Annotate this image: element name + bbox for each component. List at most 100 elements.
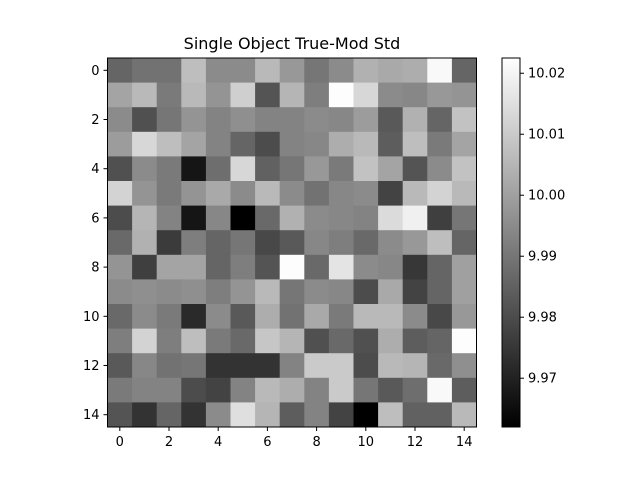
heatmap-cell [255, 156, 281, 182]
heatmap-cell [230, 353, 256, 379]
colorbar-tick-label: 9.97 [528, 372, 557, 387]
heatmap-cell [304, 82, 330, 108]
heatmap-cell [353, 107, 379, 133]
colorbar-axis: 9.97 9.98 9.99 10.00 10.01 10.02 [520, 67, 565, 387]
heatmap-cell [402, 131, 428, 157]
heatmap-cell [279, 156, 305, 182]
heatmap-cell [378, 328, 404, 354]
heatmap-cell [353, 254, 379, 280]
heatmap-cell [156, 82, 182, 108]
heatmap-cell [279, 353, 305, 379]
heatmap-cell [451, 205, 477, 231]
heatmap-cell [279, 230, 305, 256]
heatmap-cell [451, 131, 477, 157]
heatmap-cell [205, 205, 231, 231]
heatmap-cell [181, 181, 207, 206]
heatmap-cell [156, 328, 182, 354]
heatmap-cell [402, 304, 428, 329]
heatmap-cell [378, 353, 404, 379]
heatmap-cell [107, 230, 133, 256]
heatmap-cell [378, 181, 404, 206]
heatmap-cell [451, 82, 477, 108]
x-tick-label: 4 [214, 435, 222, 450]
heatmap-cell [255, 205, 281, 231]
heatmap-cell [304, 402, 330, 428]
heatmap-cell [427, 82, 453, 108]
colorbar [501, 57, 521, 428]
heatmap-cell [304, 131, 330, 157]
heatmap-cell [451, 107, 477, 133]
heatmap-cell [353, 58, 379, 83]
heatmap-cell [181, 254, 207, 280]
heatmap-cell [304, 377, 330, 403]
heatmap-cell [304, 353, 330, 379]
colorbar-tick-label: 10.02 [528, 67, 565, 82]
heatmap-cell [230, 82, 256, 108]
heatmap-cell [451, 279, 477, 305]
heatmap-cell [156, 131, 182, 157]
heatmap-cell [427, 107, 453, 133]
y-tick-label: 4 [91, 162, 99, 177]
heatmap-cell [255, 107, 281, 133]
heatmap-cell [132, 328, 158, 354]
heatmap-cell [181, 304, 207, 329]
colorbar-tick-label: 9.98 [528, 311, 557, 326]
heatmap-cell [205, 156, 231, 182]
heatmap-cell [378, 230, 404, 256]
heatmap-cell [205, 82, 231, 108]
heatmap-cell [451, 58, 477, 83]
heatmap-cell [378, 254, 404, 280]
heatmap-cell [328, 181, 354, 206]
heatmap-cell [107, 402, 133, 428]
heatmap-cell [181, 107, 207, 133]
heatmap-cell [107, 377, 133, 403]
heatmap-cell [402, 230, 428, 256]
y-axis: 0 2 4 6 8 10 12 14 [83, 64, 108, 423]
heatmap-cell [255, 131, 281, 157]
colorbar-tick-label: 10.00 [528, 189, 565, 204]
x-tick-label: 12 [407, 435, 424, 450]
heatmap-cell [181, 58, 207, 83]
heatmap-cell [328, 82, 354, 108]
heatmap-cell [156, 304, 182, 329]
heatmap-cell [107, 181, 133, 206]
heatmap-cell [279, 402, 305, 428]
heatmap-cell [378, 156, 404, 182]
heatmap-cell [132, 107, 158, 133]
heatmap-cell [353, 402, 379, 428]
heatmap-cell [156, 205, 182, 231]
x-tick-label: 2 [165, 435, 173, 450]
heatmap-cell [378, 377, 404, 403]
heatmap-cell [402, 254, 428, 280]
heatmap-cell [378, 131, 404, 157]
heatmap-cell [255, 58, 281, 83]
heatmap-cell [378, 82, 404, 108]
heatmap-cell [255, 279, 281, 305]
heatmap-cell [181, 156, 207, 182]
heatmap-cell [304, 205, 330, 231]
heatmap-cell [353, 328, 379, 354]
heatmap-cell [181, 131, 207, 157]
heatmap-cell [230, 254, 256, 280]
heatmap-cell [378, 58, 404, 83]
heatmap-cell [328, 205, 354, 231]
y-tick-label: 6 [91, 211, 99, 226]
heatmap-cell [328, 377, 354, 403]
heatmap-cell [205, 377, 231, 403]
heatmap-cell [181, 328, 207, 354]
heatmap-cell [304, 58, 330, 83]
y-tick-label: 14 [83, 408, 100, 423]
heatmap-cell [304, 279, 330, 305]
heatmap-cell [427, 304, 453, 329]
heatmap-cell [255, 402, 281, 428]
heatmap-cell [181, 377, 207, 403]
heatmap-cell [378, 304, 404, 329]
heatmap-cell [353, 377, 379, 403]
heatmap-cell [279, 304, 305, 329]
heatmap-cell [378, 279, 404, 305]
heatmap-cell [427, 328, 453, 354]
heatmap-cell [181, 230, 207, 256]
heatmap-cell [205, 304, 231, 329]
heatmap-cell [156, 58, 182, 83]
heatmap-cell [205, 279, 231, 305]
